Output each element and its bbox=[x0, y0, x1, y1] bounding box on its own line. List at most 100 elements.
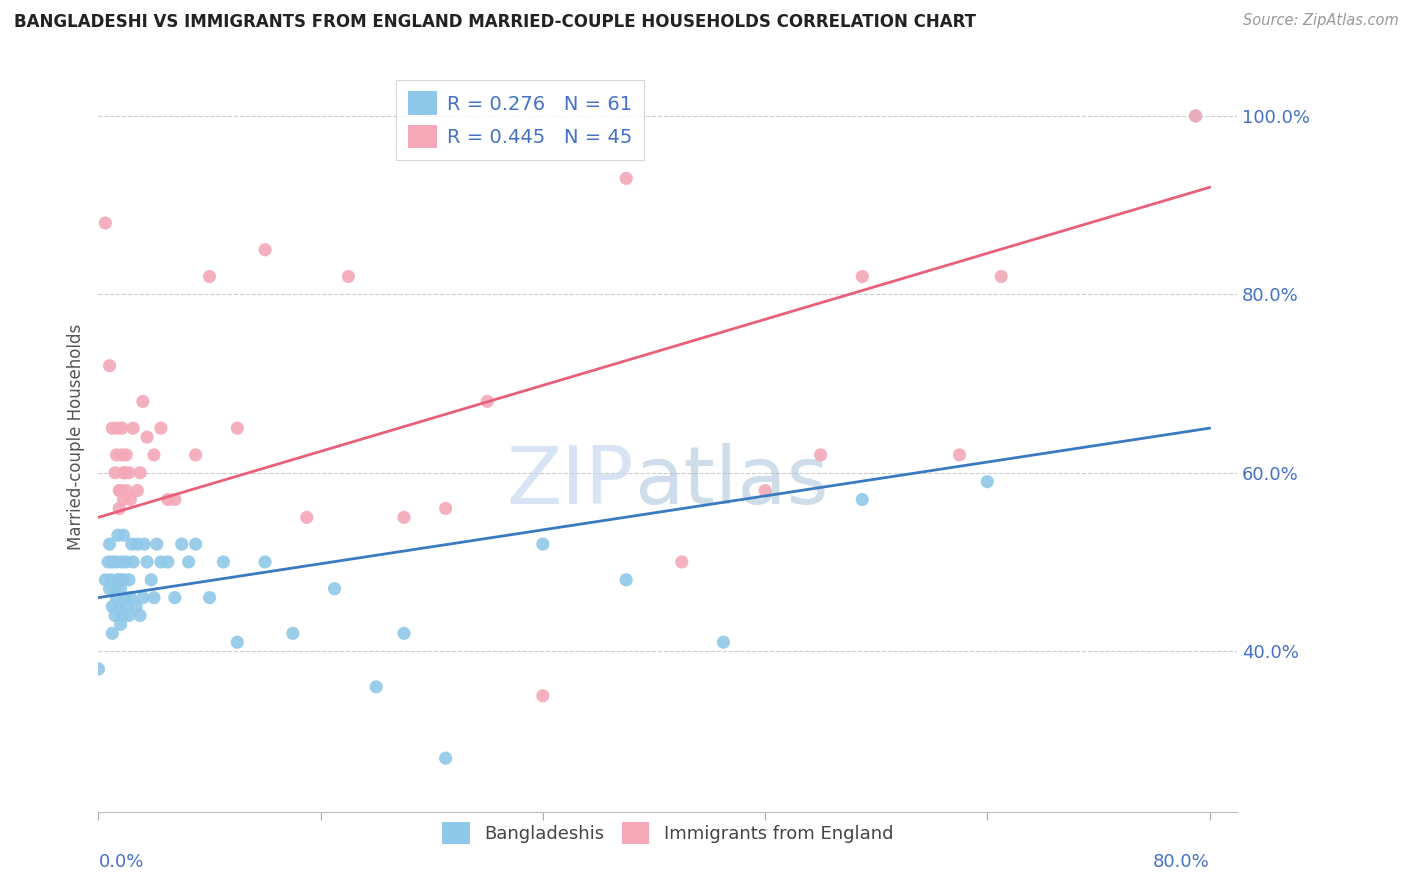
Point bbox=[198, 269, 221, 284]
Point bbox=[851, 269, 873, 284]
Point bbox=[112, 528, 135, 542]
Point bbox=[115, 448, 138, 462]
Point bbox=[118, 466, 141, 480]
Point bbox=[366, 680, 388, 694]
Point bbox=[614, 573, 637, 587]
Point bbox=[392, 510, 415, 524]
Point bbox=[127, 537, 149, 551]
Point bbox=[120, 591, 142, 605]
Text: Source: ZipAtlas.com: Source: ZipAtlas.com bbox=[1243, 13, 1399, 29]
Point bbox=[531, 689, 554, 703]
Point bbox=[132, 591, 155, 605]
Point bbox=[136, 430, 159, 444]
Point bbox=[392, 626, 415, 640]
Point bbox=[105, 591, 128, 605]
Point bbox=[851, 492, 873, 507]
Point bbox=[434, 501, 457, 516]
Point bbox=[107, 421, 129, 435]
Point bbox=[97, 555, 120, 569]
Point bbox=[108, 483, 131, 498]
Point bbox=[713, 635, 735, 649]
Point bbox=[122, 555, 145, 569]
Point bbox=[107, 573, 129, 587]
Point bbox=[337, 269, 360, 284]
Point bbox=[111, 608, 134, 623]
Point bbox=[170, 537, 193, 551]
Point bbox=[477, 394, 499, 409]
Point bbox=[115, 483, 138, 498]
Point bbox=[754, 483, 776, 498]
Point bbox=[101, 626, 124, 640]
Point bbox=[104, 608, 127, 623]
Text: 0.0%: 0.0% bbox=[98, 854, 143, 871]
Point bbox=[143, 591, 166, 605]
Point bbox=[110, 582, 132, 596]
Point bbox=[111, 555, 134, 569]
Point bbox=[101, 555, 124, 569]
Point bbox=[107, 528, 129, 542]
Point bbox=[115, 555, 138, 569]
Point bbox=[112, 492, 135, 507]
Point bbox=[98, 359, 121, 373]
Point bbox=[254, 243, 277, 257]
Point bbox=[129, 466, 152, 480]
Y-axis label: Married-couple Households: Married-couple Households bbox=[66, 324, 84, 550]
Text: 80.0%: 80.0% bbox=[1153, 854, 1209, 871]
Point bbox=[254, 555, 277, 569]
Point bbox=[990, 269, 1012, 284]
Point bbox=[118, 608, 141, 623]
Point bbox=[323, 582, 346, 596]
Point bbox=[122, 421, 145, 435]
Point bbox=[101, 599, 124, 614]
Point bbox=[295, 510, 318, 524]
Point bbox=[100, 573, 122, 587]
Point bbox=[108, 501, 131, 516]
Point bbox=[125, 599, 148, 614]
Point bbox=[132, 394, 155, 409]
Point bbox=[136, 555, 159, 569]
Point bbox=[145, 537, 167, 551]
Point bbox=[101, 421, 124, 435]
Point bbox=[810, 448, 832, 462]
Point bbox=[149, 555, 172, 569]
Point bbox=[121, 537, 143, 551]
Point bbox=[671, 555, 693, 569]
Point bbox=[114, 466, 136, 480]
Point bbox=[108, 573, 131, 587]
Point bbox=[118, 573, 141, 587]
Point bbox=[112, 466, 135, 480]
Point bbox=[434, 751, 457, 765]
Text: ZIP: ZIP bbox=[506, 443, 634, 521]
Point bbox=[143, 448, 166, 462]
Point bbox=[98, 582, 121, 596]
Point bbox=[614, 171, 637, 186]
Point bbox=[134, 537, 156, 551]
Point bbox=[163, 492, 186, 507]
Point bbox=[531, 537, 554, 551]
Point bbox=[111, 448, 134, 462]
Point bbox=[115, 599, 138, 614]
Point bbox=[104, 466, 127, 480]
Point bbox=[112, 573, 135, 587]
Point bbox=[149, 421, 172, 435]
Point bbox=[177, 555, 200, 569]
Point bbox=[976, 475, 998, 489]
Point bbox=[111, 421, 134, 435]
Point bbox=[127, 483, 149, 498]
Point bbox=[226, 421, 249, 435]
Point bbox=[104, 582, 127, 596]
Point bbox=[120, 492, 142, 507]
Point bbox=[110, 617, 132, 632]
Point bbox=[198, 591, 221, 605]
Point bbox=[226, 635, 249, 649]
Point bbox=[184, 537, 207, 551]
Point bbox=[1184, 109, 1206, 123]
Legend: Bangladeshis, Immigrants from England: Bangladeshis, Immigrants from England bbox=[436, 815, 900, 851]
Point bbox=[1184, 109, 1206, 123]
Point bbox=[156, 555, 179, 569]
Point bbox=[108, 599, 131, 614]
Text: atlas: atlas bbox=[634, 443, 828, 521]
Point bbox=[156, 492, 179, 507]
Point bbox=[94, 573, 117, 587]
Point bbox=[184, 448, 207, 462]
